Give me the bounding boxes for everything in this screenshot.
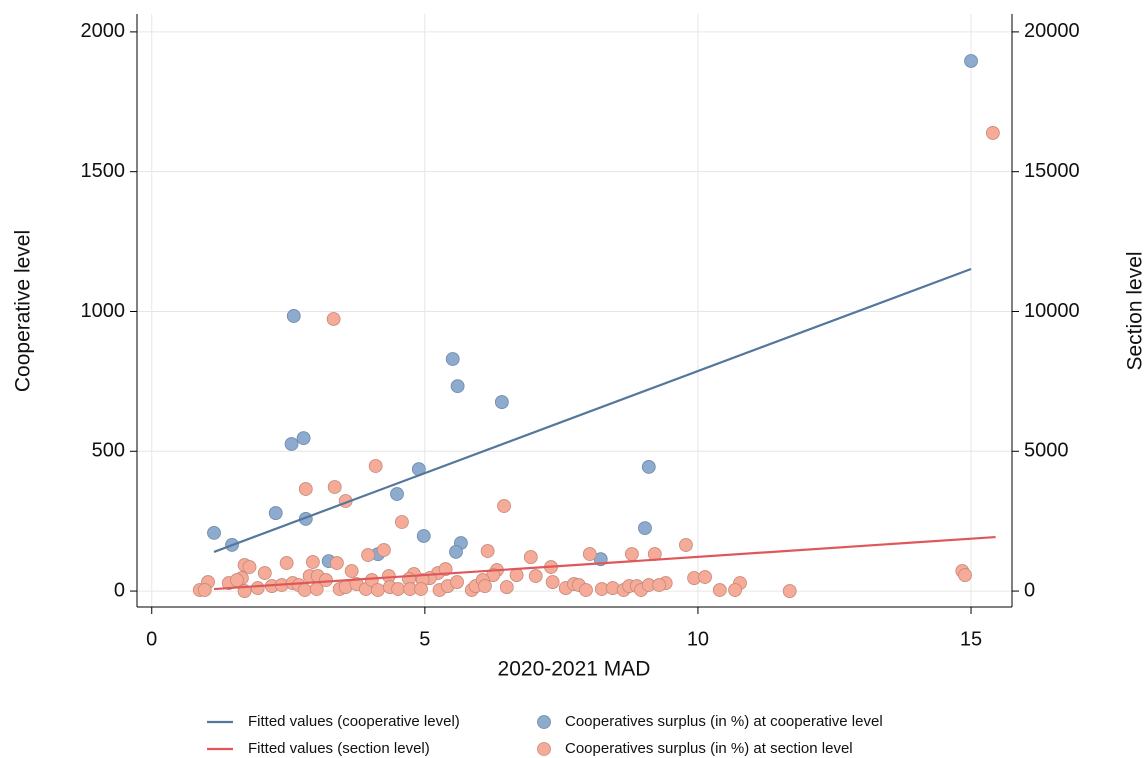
point [391, 582, 405, 596]
y2-axis-title: Section level [1124, 251, 1147, 370]
point [545, 575, 560, 589]
y-axis-title: Cooperative level [12, 230, 35, 392]
point [494, 395, 509, 409]
point [268, 506, 283, 520]
point [480, 544, 495, 558]
point [319, 573, 333, 587]
point [712, 583, 727, 597]
point [641, 460, 656, 474]
point [395, 515, 409, 529]
y-tick-label: 0 [114, 579, 125, 601]
point [242, 560, 257, 574]
point [582, 547, 597, 561]
point [497, 499, 511, 513]
point [528, 569, 543, 583]
point [438, 562, 453, 576]
point [326, 312, 341, 326]
legend-label: Cooperatives surplus (in %) at cooperati… [565, 713, 883, 730]
legend-key [537, 742, 551, 756]
point [638, 521, 652, 536]
x-axis-title: 2020-2021 MAD [498, 658, 651, 681]
point [416, 529, 431, 543]
legend-label: Cooperatives surplus (in %) at section l… [565, 740, 853, 757]
point [450, 379, 465, 394]
point [579, 583, 593, 597]
point [652, 578, 667, 592]
point [368, 459, 383, 473]
point [414, 582, 428, 596]
point [985, 126, 1000, 140]
point [445, 352, 460, 366]
x-tick-label: 5 [419, 628, 430, 650]
point [509, 568, 524, 582]
point [450, 575, 464, 589]
point [284, 437, 299, 451]
point [376, 543, 391, 557]
y-tick-label: 2000 [81, 20, 126, 42]
legend-label: Fitted values (section level) [248, 740, 430, 757]
point [390, 487, 404, 501]
x-tick-label: 10 [687, 628, 709, 650]
y2-tick-label: 10000 [1024, 300, 1080, 322]
y-tick-label: 1500 [81, 160, 126, 182]
point [250, 581, 265, 595]
point [449, 545, 463, 559]
point [297, 583, 312, 597]
point [207, 526, 221, 540]
legend-label: Fitted values (cooperative level) [248, 713, 460, 730]
point [257, 566, 272, 580]
point [296, 431, 311, 446]
point [279, 556, 294, 570]
point [728, 583, 742, 597]
point [330, 556, 344, 570]
y2-tick-label: 5000 [1024, 440, 1069, 462]
point [286, 309, 301, 323]
y2-tick-label: 15000 [1024, 160, 1080, 182]
point [624, 547, 639, 561]
point [344, 564, 359, 578]
x-tick-label: 0 [146, 628, 157, 650]
point [197, 583, 212, 597]
point [370, 583, 385, 597]
y-tick-label: 500 [92, 440, 125, 462]
point [958, 568, 972, 582]
point [327, 480, 342, 494]
point [679, 538, 693, 552]
legend-key [537, 715, 551, 729]
point [230, 573, 244, 587]
point [499, 580, 514, 594]
point [964, 54, 978, 68]
point [361, 548, 375, 562]
grid [137, 14, 1012, 607]
y2-tick-label: 20000 [1024, 20, 1080, 42]
point [298, 482, 313, 496]
point [305, 555, 320, 569]
y-tick-label: 1000 [81, 300, 126, 322]
x-tick-label: 15 [960, 628, 982, 650]
fit-line [213, 535, 996, 591]
point [523, 550, 538, 564]
point [478, 579, 492, 593]
fit-line [213, 267, 972, 553]
y2-tick-label: 0 [1024, 579, 1035, 601]
point [698, 570, 712, 584]
point [782, 584, 797, 598]
